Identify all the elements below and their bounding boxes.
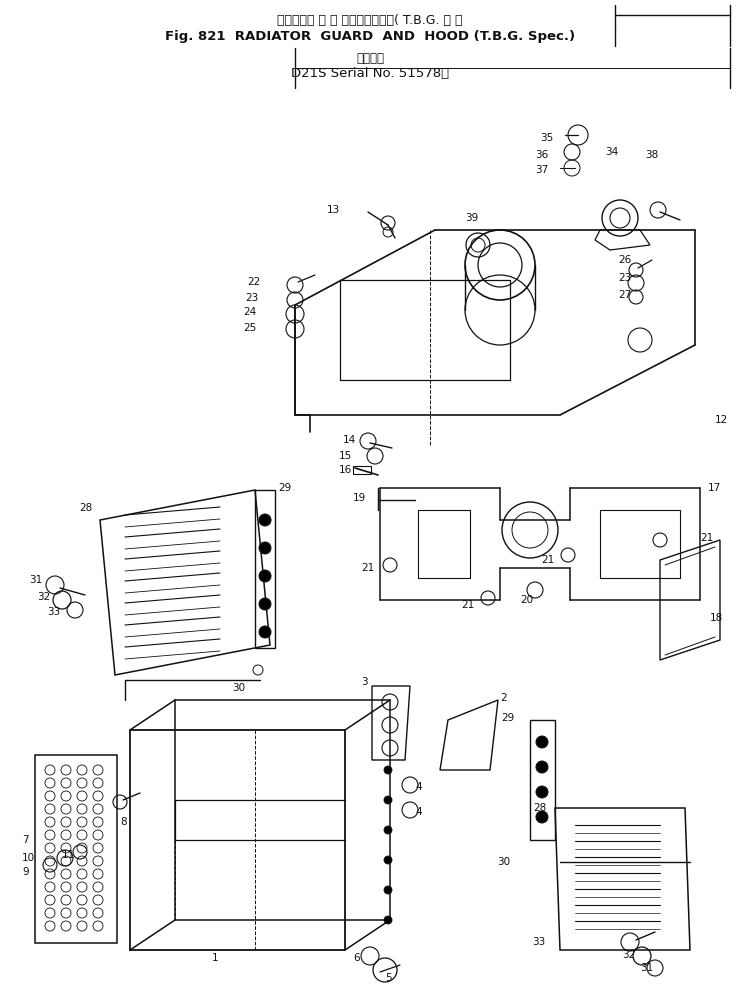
Text: 30: 30 <box>497 857 510 867</box>
Circle shape <box>259 542 271 554</box>
Circle shape <box>259 570 271 582</box>
Text: 10: 10 <box>22 853 35 863</box>
Text: 1: 1 <box>212 953 218 963</box>
Text: 30: 30 <box>232 683 245 693</box>
Circle shape <box>259 514 271 526</box>
Text: 32: 32 <box>37 592 50 602</box>
Circle shape <box>384 916 392 924</box>
Text: 14: 14 <box>343 435 356 445</box>
Text: 4: 4 <box>415 782 422 792</box>
Text: 3: 3 <box>361 677 368 687</box>
Bar <box>35 755 117 943</box>
Text: 28: 28 <box>533 803 546 813</box>
Bar <box>353 466 371 474</box>
Circle shape <box>536 786 548 798</box>
Text: 33: 33 <box>532 937 545 947</box>
Text: D21S Serial No. 51578～: D21S Serial No. 51578～ <box>291 67 449 80</box>
Text: 13: 13 <box>327 205 340 215</box>
Text: 23: 23 <box>618 273 631 283</box>
Text: 36: 36 <box>535 150 548 160</box>
Text: 26: 26 <box>618 255 631 265</box>
Text: 12: 12 <box>715 415 728 425</box>
Text: 適用号機: 適用号機 <box>356 52 384 65</box>
Text: 4: 4 <box>415 807 422 817</box>
Circle shape <box>384 856 392 864</box>
Circle shape <box>259 598 271 610</box>
Text: 6: 6 <box>354 953 360 963</box>
Text: 16: 16 <box>339 465 352 475</box>
Text: 18: 18 <box>710 613 723 623</box>
Text: 37: 37 <box>535 165 548 175</box>
Circle shape <box>536 761 548 773</box>
Text: 21: 21 <box>542 555 555 565</box>
Text: 15: 15 <box>339 451 352 461</box>
Text: 31: 31 <box>640 963 653 973</box>
Text: 11: 11 <box>62 850 75 860</box>
Text: 21: 21 <box>362 563 375 573</box>
Text: 8: 8 <box>120 817 127 827</box>
Circle shape <box>384 886 392 894</box>
Text: 2: 2 <box>500 693 507 703</box>
Text: 29: 29 <box>278 483 292 493</box>
Circle shape <box>384 766 392 774</box>
Text: 32: 32 <box>622 950 635 960</box>
Circle shape <box>259 626 271 638</box>
Text: 5: 5 <box>385 973 391 983</box>
Text: 20: 20 <box>520 595 533 605</box>
Text: 25: 25 <box>243 323 256 333</box>
Text: 39: 39 <box>465 213 478 223</box>
Text: 29: 29 <box>502 713 515 723</box>
Text: 21: 21 <box>462 600 475 610</box>
Text: 38: 38 <box>645 150 659 160</box>
Text: ラジェータ ガ ー ドおよびフード( T.B.G. 仕 様: ラジェータ ガ ー ドおよびフード( T.B.G. 仕 様 <box>278 14 462 27</box>
Text: 27: 27 <box>618 290 631 300</box>
Text: 17: 17 <box>708 483 722 493</box>
Text: 19: 19 <box>353 493 366 503</box>
Circle shape <box>536 811 548 823</box>
Text: 31: 31 <box>29 575 42 585</box>
Text: 35: 35 <box>539 133 553 143</box>
Text: 21: 21 <box>700 533 713 543</box>
Circle shape <box>536 736 548 748</box>
Text: 34: 34 <box>605 147 618 157</box>
Text: Fig. 821  RADIATOR  GUARD  AND  HOOD (T.B.G. Spec.): Fig. 821 RADIATOR GUARD AND HOOD (T.B.G.… <box>165 30 575 43</box>
Text: 23: 23 <box>245 293 258 303</box>
Text: 28: 28 <box>78 503 92 513</box>
Text: 24: 24 <box>243 307 256 317</box>
Text: 9: 9 <box>22 867 29 877</box>
Text: 7: 7 <box>22 835 29 845</box>
Text: 22: 22 <box>246 277 260 287</box>
Circle shape <box>384 796 392 804</box>
Circle shape <box>384 826 392 834</box>
Text: 33: 33 <box>47 607 60 617</box>
